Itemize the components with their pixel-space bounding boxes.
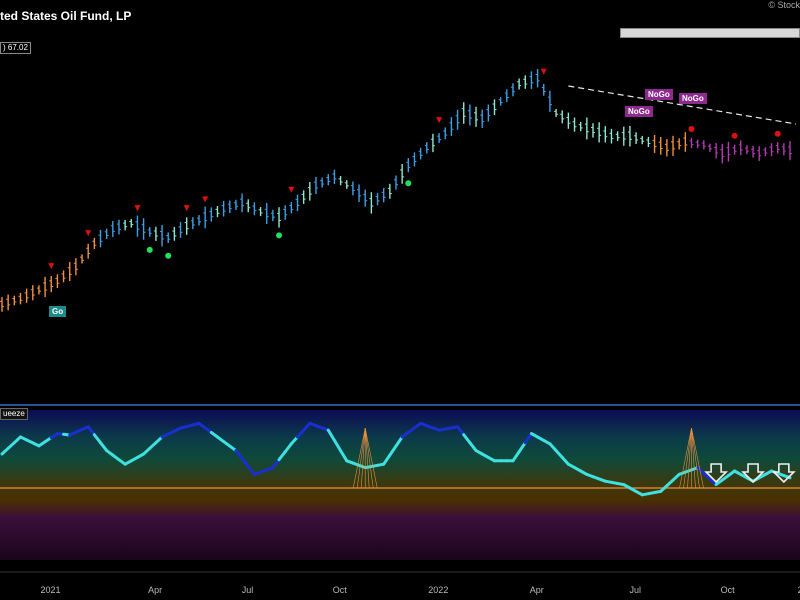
x-tick-label: 2022 [428, 585, 448, 595]
oscillator-segment [86, 425, 96, 437]
down-arrow-marker [134, 205, 141, 212]
x-tick-label: Jul [242, 585, 254, 595]
down-arrow-marker [540, 68, 547, 75]
price-panel [0, 68, 797, 312]
red-dot-marker [774, 130, 781, 137]
oscillator-segment [523, 432, 533, 445]
green-dot-marker [276, 232, 283, 239]
squeeze-arrow [771, 463, 796, 484]
go-label: Go [49, 306, 67, 317]
oscillator-segment [302, 421, 312, 432]
red-dot-marker [731, 132, 738, 139]
oscillator-segment [560, 455, 570, 466]
x-axis: 2021 Apr Jul Oct 2022 Apr Jul Oct 2023 [0, 571, 800, 595]
oscillator-segment [548, 442, 558, 453]
squeeze-spike [364, 427, 378, 489]
down-arrow-marker [202, 196, 209, 203]
green-dot-marker [165, 252, 172, 259]
oscillator-segment [388, 444, 398, 457]
x-tick-label: 2023 [798, 585, 800, 595]
oscillator-segment [394, 435, 404, 448]
oscillator-segment [246, 464, 256, 476]
oscillator-segment [339, 449, 349, 463]
x-tick-label: 2021 [40, 585, 60, 595]
oscillator-segment [234, 449, 244, 461]
squeeze-spike [691, 427, 696, 489]
oscillator-segment [283, 442, 293, 454]
green-dot-marker [146, 246, 153, 253]
oscillator-segment [92, 433, 102, 445]
oscillator-segment [277, 450, 287, 462]
oscillator-segment [511, 450, 521, 463]
oscillator-segment [326, 428, 336, 442]
squeeze-spike [683, 427, 692, 489]
squeeze-spike [687, 427, 692, 489]
oscillator-segment [289, 435, 299, 446]
oscillator-segment [462, 433, 472, 445]
oscillator-segment [456, 425, 466, 437]
squeeze-arrow [741, 463, 765, 484]
x-tick-label: Apr [148, 585, 162, 595]
oscillator-segment [99, 441, 109, 453]
x-tick-label: Apr [530, 585, 544, 595]
squeeze-spike [364, 427, 370, 489]
squeeze-spike [352, 427, 366, 489]
down-arrow-marker [183, 205, 190, 212]
trend-line [568, 85, 797, 125]
credit-text: © Stock [768, 0, 800, 10]
oscillator-segment [468, 441, 478, 453]
oscillator-label: ueeze [0, 408, 28, 420]
down-arrow-marker [436, 117, 443, 124]
x-tick-label: Jul [630, 585, 642, 595]
oscillator-segment [554, 449, 564, 459]
down-arrow-marker [85, 230, 92, 237]
squeeze-spike [356, 427, 366, 489]
squeeze-arrow [704, 463, 729, 484]
oscillator-segment [296, 428, 306, 439]
oscillator-segment [271, 458, 281, 470]
squeeze-spike [691, 427, 700, 489]
x-tick-label: Oct [721, 585, 736, 595]
oscillator-segment [517, 441, 527, 454]
oscillator-segment [382, 453, 392, 466]
down-arrow-marker [288, 186, 295, 193]
down-arrow-marker [48, 263, 55, 270]
red-dot-marker [688, 125, 695, 132]
price-readout: ) 67.02 [0, 42, 31, 54]
oscillator-segment [240, 457, 250, 468]
squeeze-spike [360, 427, 366, 489]
scrollbar[interactable] [620, 28, 800, 38]
squeeze-spike [679, 427, 692, 489]
nogo-label-2: NoGo [645, 89, 673, 100]
nogo-label-3: NoGo [679, 93, 707, 104]
squeeze-spike [691, 427, 704, 489]
chart-title: ted States Oil Fund, LP [0, 9, 132, 23]
x-tick-label: Oct [333, 585, 348, 595]
squeeze-spike [364, 427, 374, 489]
oscillator-panel [0, 404, 800, 560]
green-dot-marker [405, 180, 412, 187]
oscillator-segment [332, 438, 343, 453]
nogo-label-1: NoGo [625, 106, 653, 117]
